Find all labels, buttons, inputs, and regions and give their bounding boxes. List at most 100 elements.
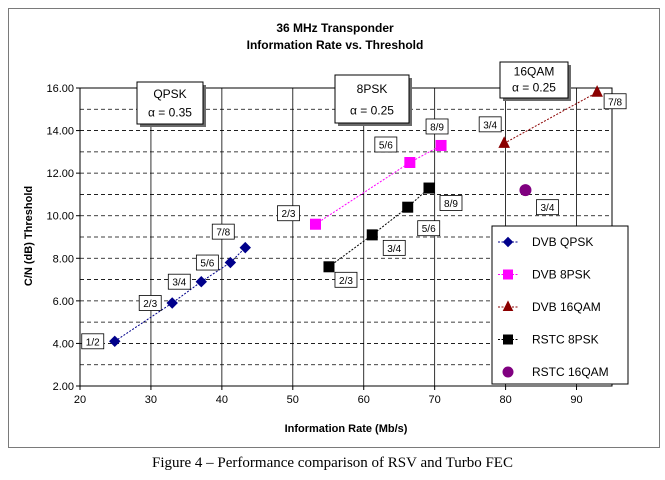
legend-box bbox=[491, 225, 629, 385]
data-label-box bbox=[277, 205, 300, 222]
y-tick-label: 6.00 bbox=[53, 296, 74, 308]
annotation-rolloff: α = 0.35 bbox=[148, 105, 192, 119]
data-label-box bbox=[603, 93, 627, 110]
x-tick-label: 40 bbox=[216, 394, 228, 406]
data-label: 3/4 bbox=[541, 203, 555, 214]
x-tick-label: 50 bbox=[287, 394, 299, 406]
data-label-box bbox=[439, 195, 463, 211]
annotation-box bbox=[136, 81, 204, 125]
annotation-box bbox=[499, 61, 569, 99]
series-dvb-16qam bbox=[498, 85, 603, 148]
annotation-modulation: 16QAM bbox=[514, 65, 555, 79]
data-label: 3/4 bbox=[172, 278, 186, 289]
figure-caption: Figure 4 – Performance comparison of RSV… bbox=[152, 455, 513, 471]
series-line bbox=[503, 91, 598, 144]
legend-label: DVB 16QAM bbox=[532, 300, 601, 314]
series-line bbox=[315, 145, 442, 225]
legend-label: DVB QPSK bbox=[532, 235, 593, 249]
data-label: 2/3 bbox=[143, 299, 157, 310]
legend-item: RSTC 16QAM bbox=[502, 365, 609, 379]
data-point bbox=[519, 184, 532, 197]
annotations: QPSK α = 0.35 8PSK α = 0.25 16QAM α = 0.25 bbox=[136, 61, 571, 127]
data-label: 2/3 bbox=[339, 276, 353, 287]
x-axis-label: Information Rate (Mb/s) bbox=[285, 423, 408, 435]
series-line bbox=[328, 187, 430, 268]
data-label: 5/6 bbox=[200, 259, 214, 270]
data-label-box bbox=[195, 254, 219, 271]
data-point bbox=[239, 241, 251, 254]
legend-label: DVB 8PSK bbox=[532, 268, 591, 282]
data-label-box bbox=[334, 271, 358, 288]
data-label: 7/8 bbox=[608, 97, 622, 108]
series-group bbox=[109, 85, 603, 348]
y-tick-label: 14.00 bbox=[46, 126, 74, 138]
chart-title: 36 MHz Transponder bbox=[276, 21, 394, 35]
data-point bbox=[309, 218, 321, 230]
data-point bbox=[404, 157, 416, 168]
data-point bbox=[323, 261, 335, 273]
y-tick-label: 12.00 bbox=[46, 168, 74, 180]
annotation-box bbox=[334, 74, 410, 124]
legend-label: RSTC 8PSK bbox=[532, 333, 599, 347]
y-axis-label: C/N (dB) Threshold bbox=[23, 186, 35, 286]
data-label-box bbox=[536, 199, 559, 216]
x-tick-label: 90 bbox=[570, 394, 582, 406]
legend-item: DVB QPSK bbox=[498, 235, 593, 249]
data-label-box bbox=[81, 333, 105, 350]
data-label: 1/2 bbox=[86, 337, 100, 348]
axes: 20 30 40 50 60 70 80 90 2.00 4.00 6.00 8.00 10.00 12.… bbox=[46, 83, 582, 406]
x-tick-label: 60 bbox=[358, 394, 370, 406]
data-point bbox=[435, 139, 447, 151]
legend-item: DVB 16QAM bbox=[498, 300, 601, 314]
data-label-box bbox=[211, 223, 235, 240]
data-label: 8/9 bbox=[430, 122, 444, 133]
data-label: 7/8 bbox=[216, 228, 230, 239]
y-tick-label: 10.00 bbox=[46, 211, 74, 223]
y-tick-label: 16.00 bbox=[46, 83, 74, 95]
data-label: 3/4 bbox=[387, 244, 401, 255]
data-label: 3/4 bbox=[483, 120, 497, 131]
series-dvb-qpsk bbox=[109, 241, 251, 348]
data-point bbox=[195, 275, 208, 288]
data-point bbox=[366, 229, 378, 241]
legend-marker bbox=[502, 300, 514, 311]
legend-marker bbox=[503, 334, 513, 345]
x-tick-label: 80 bbox=[499, 394, 511, 406]
data-point bbox=[402, 201, 414, 213]
data-point bbox=[498, 136, 510, 148]
data-label: 8/9 bbox=[444, 199, 458, 210]
legend: DVB QPSK DVB 8PSK DVB 16QAM RSTC 8PSK RSTC 1… bbox=[491, 225, 629, 385]
annotation-modulation: 8PSK bbox=[357, 82, 388, 96]
legend-marker bbox=[503, 269, 513, 280]
x-tick-label: 70 bbox=[429, 394, 441, 406]
chart-canvas: 20 30 40 50 60 70 80 90 2.00 4.00 6.00 8.00 10.00 12.… bbox=[23, 21, 629, 435]
x-tick-label: 30 bbox=[145, 394, 157, 406]
series-rstc-16qam bbox=[519, 184, 532, 197]
data-point bbox=[109, 335, 121, 348]
x-tick-label: 20 bbox=[74, 394, 86, 406]
legend-item: DVB 8PSK bbox=[498, 268, 591, 282]
data-label-box bbox=[425, 118, 449, 135]
data-label-box bbox=[417, 220, 441, 237]
series-rstc-8psk bbox=[323, 182, 435, 273]
data-label-box bbox=[374, 136, 398, 153]
data-label-box bbox=[138, 295, 162, 311]
data-label-box bbox=[478, 116, 502, 133]
data-labels: 1/2 2/3 3/4 5/6 7/8 2/3 5/6 8/9 3/4 7/8 2/3 3/4 5/6 8… bbox=[81, 93, 627, 350]
annotation-rolloff: α = 0.25 bbox=[512, 81, 556, 95]
data-point bbox=[591, 85, 603, 97]
legend-marker bbox=[502, 236, 514, 248]
data-label: 5/6 bbox=[379, 141, 393, 152]
legend-label: RSTC 16QAM bbox=[532, 365, 609, 379]
legend-item: RSTC 8PSK bbox=[498, 333, 599, 347]
data-label: 5/6 bbox=[422, 224, 436, 235]
data-point bbox=[224, 256, 237, 269]
legend-marker bbox=[502, 366, 514, 378]
series-dvb-8psk bbox=[309, 139, 447, 230]
annotation-rolloff: α = 0.25 bbox=[350, 103, 394, 117]
data-label-box bbox=[167, 273, 191, 290]
data-label: 2/3 bbox=[282, 209, 296, 220]
annotation-modulation: QPSK bbox=[153, 87, 186, 101]
chart-subtitle: Information Rate vs. Threshold bbox=[247, 38, 424, 52]
y-tick-label: 2.00 bbox=[53, 381, 74, 393]
